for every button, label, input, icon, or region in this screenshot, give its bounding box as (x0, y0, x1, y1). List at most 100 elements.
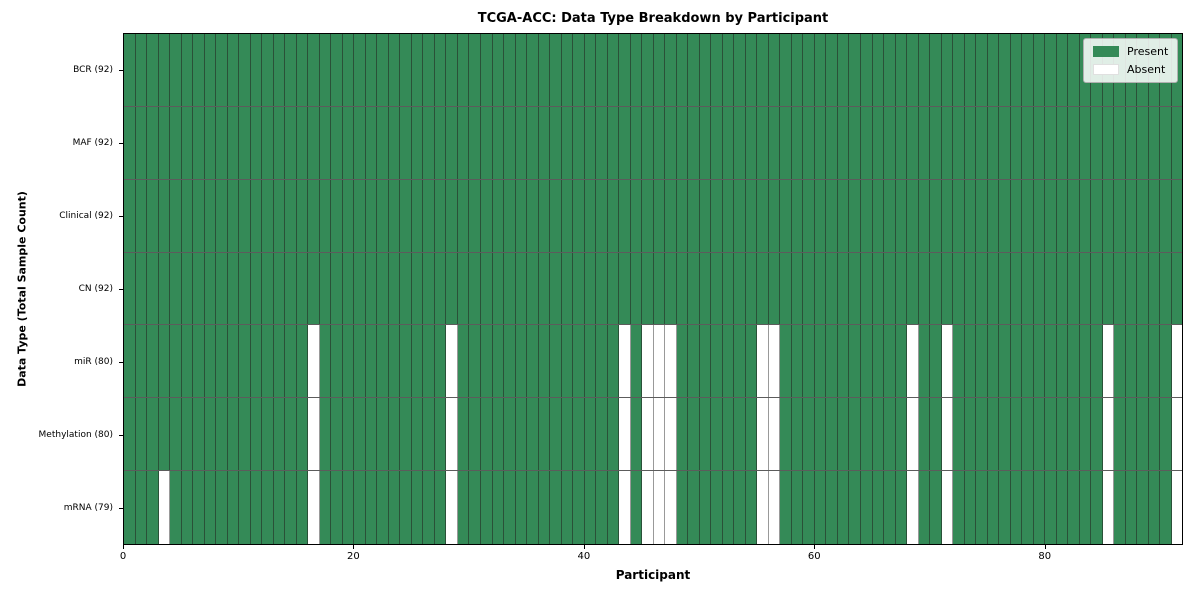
heatmap-cell-maf-41 (596, 106, 608, 179)
heatmap-cell-cn-83 (1079, 252, 1092, 325)
heatmap-cell-maf-26 (423, 106, 435, 179)
heatmap-cell-maf-69 (918, 106, 931, 179)
y-tick-mark (119, 289, 123, 290)
heatmap-cell-cn-76 (999, 252, 1011, 325)
heatmap-cell-mir-39 (573, 325, 585, 398)
heatmap-cell-cn-28 (446, 252, 458, 325)
heatmap-cell-maf-60 (814, 106, 827, 179)
heatmap-cell-maf-61 (826, 106, 838, 179)
heatmap-cell-mrna-70 (930, 471, 942, 544)
heatmap-cell-mrna-48 (676, 471, 689, 544)
heatmap-cell-clinical-69 (918, 179, 931, 252)
heatmap-cell-mrna-16 (308, 471, 320, 544)
heatmap-cell-bcr-72 (953, 34, 965, 106)
heatmap-cell-mrna-85 (1102, 471, 1115, 544)
y-tick-label-bcr: BCR (92) (73, 64, 113, 75)
heatmap-cell-methylation-43 (619, 398, 631, 471)
x-tick-label-0: 0 (119, 551, 127, 562)
heatmap-cell-cn-29 (457, 252, 470, 325)
heatmap-cell-cn-58 (791, 252, 804, 325)
heatmap-cell-methylation-14 (285, 398, 297, 471)
heatmap-cell-mrna-25 (411, 471, 424, 544)
heatmap-cell-mrna-54 (745, 471, 758, 544)
heatmap-cell-mrna-58 (791, 471, 804, 544)
heatmap-cell-mir-28 (446, 325, 458, 398)
legend-label-present: Present (1127, 45, 1169, 58)
heatmap-cell-mir-34 (515, 325, 528, 398)
heatmap-cell-methylation-39 (573, 398, 585, 471)
heatmap-cell-clinical-66 (884, 179, 896, 252)
heatmap-cell-cn-50 (699, 252, 712, 325)
heatmap-cell-bcr-66 (884, 34, 896, 106)
heatmap-cell-mrna-76 (999, 471, 1011, 544)
heatmap-cell-bcr-47 (665, 34, 677, 106)
heatmap-cell-mrna-37 (550, 471, 562, 544)
heatmap-cell-maf-32 (492, 106, 505, 179)
heatmap-cell-clinical-63 (849, 179, 861, 252)
heatmap-cell-maf-27 (434, 106, 447, 179)
heatmap-cell-cn-30 (469, 252, 481, 325)
heatmap-cell-methylation-30 (469, 398, 481, 471)
heatmap-cell-cn-47 (665, 252, 677, 325)
heatmap-cell-clinical-13 (273, 179, 286, 252)
heatmap-cell-mrna-57 (780, 471, 792, 544)
heatmap-cell-cn-32 (492, 252, 505, 325)
heatmap-cell-mir-5 (181, 325, 194, 398)
legend-entry-absent: Absent (1093, 63, 1168, 76)
heatmap-cell-methylation-83 (1079, 398, 1092, 471)
heatmap-cell-mir-31 (480, 325, 493, 398)
heatmap-cell-mir-90 (1160, 325, 1172, 398)
heatmap-cell-mir-6 (193, 325, 205, 398)
heatmap-cell-mrna-27 (434, 471, 447, 544)
y-tick-mark (119, 69, 123, 71)
heatmap-cell-mrna-6 (193, 471, 205, 544)
heatmap-cell-mrna-18 (331, 471, 343, 544)
heatmap-cell-mir-77 (1010, 325, 1023, 398)
heatmap-cell-maf-28 (446, 106, 458, 179)
heatmap-cell-bcr-69 (918, 34, 931, 106)
heatmap-cell-mrna-24 (400, 471, 412, 544)
heatmap-cell-bcr-63 (849, 34, 861, 106)
heatmap-cell-mir-55 (757, 325, 769, 398)
heatmap-cell-mrna-62 (837, 471, 850, 544)
heatmap-cell-mir-51 (711, 325, 723, 398)
heatmap-cell-methylation-38 (561, 398, 574, 471)
heatmap-cell-bcr-1 (135, 34, 148, 106)
heatmap-cell-mrna-74 (976, 471, 988, 544)
x-tick-mark (123, 545, 124, 549)
heatmap-cell-cn-17 (319, 252, 332, 325)
heatmap-cell-mir-26 (423, 325, 435, 398)
heatmap-cell-mir-91 (1171, 325, 1183, 398)
heatmap-cell-mrna-41 (596, 471, 608, 544)
heatmap-cell-bcr-62 (837, 34, 850, 106)
heatmap-cell-methylation-84 (1091, 398, 1103, 471)
heatmap-cell-bcr-16 (308, 34, 320, 106)
heatmap-cell-mir-22 (377, 325, 389, 398)
heatmap-cell-methylation-11 (250, 398, 263, 471)
heatmap-cell-methylation-69 (918, 398, 931, 471)
heatmap-cell-maf-7 (204, 106, 217, 179)
heatmap-cell-mir-83 (1079, 325, 1092, 398)
heatmap-cell-mir-59 (803, 325, 815, 398)
heatmap-cell-maf-1 (135, 106, 148, 179)
heatmap-cell-methylation-53 (734, 398, 746, 471)
heatmap-cell-mir-21 (365, 325, 378, 398)
heatmap-cell-bcr-58 (791, 34, 804, 106)
heatmap-cell-methylation-86 (1114, 398, 1126, 471)
heatmap-cell-cn-52 (722, 252, 735, 325)
heatmap-cell-methylation-87 (1125, 398, 1138, 471)
heatmap-cell-maf-74 (976, 106, 988, 179)
heatmap-cell-methylation-22 (377, 398, 389, 471)
heatmap-cell-methylation-0 (124, 398, 136, 471)
heatmap-cell-clinical-91 (1171, 179, 1183, 252)
heatmap-cell-methylation-81 (1056, 398, 1069, 471)
heatmap-cell-clinical-52 (722, 179, 735, 252)
heatmap-cell-bcr-44 (630, 34, 643, 106)
heatmap-cell-cn-75 (987, 252, 1000, 325)
heatmap-cell-clinical-85 (1102, 179, 1115, 252)
heatmap-cell-methylation-77 (1010, 398, 1023, 471)
heatmap-cell-clinical-88 (1137, 179, 1149, 252)
heatmap-row-cn (124, 252, 1183, 326)
heatmap-cell-maf-40 (584, 106, 597, 179)
heatmap-cell-maf-11 (250, 106, 263, 179)
